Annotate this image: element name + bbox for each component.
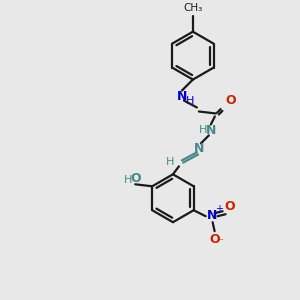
Text: H: H: [166, 157, 174, 167]
Text: CH₃: CH₃: [183, 3, 202, 13]
Text: N: N: [206, 124, 216, 137]
Text: H: H: [199, 125, 207, 135]
Text: N: N: [194, 142, 204, 155]
Text: H: H: [124, 175, 133, 185]
Text: +: +: [214, 204, 223, 214]
Text: N: N: [177, 90, 187, 103]
Text: ⁻: ⁻: [218, 237, 224, 247]
Text: O: O: [226, 94, 236, 107]
Text: O: O: [130, 172, 141, 185]
Text: O: O: [224, 200, 235, 213]
Text: O: O: [209, 233, 220, 246]
Text: H: H: [186, 95, 194, 106]
Text: N: N: [206, 209, 217, 222]
